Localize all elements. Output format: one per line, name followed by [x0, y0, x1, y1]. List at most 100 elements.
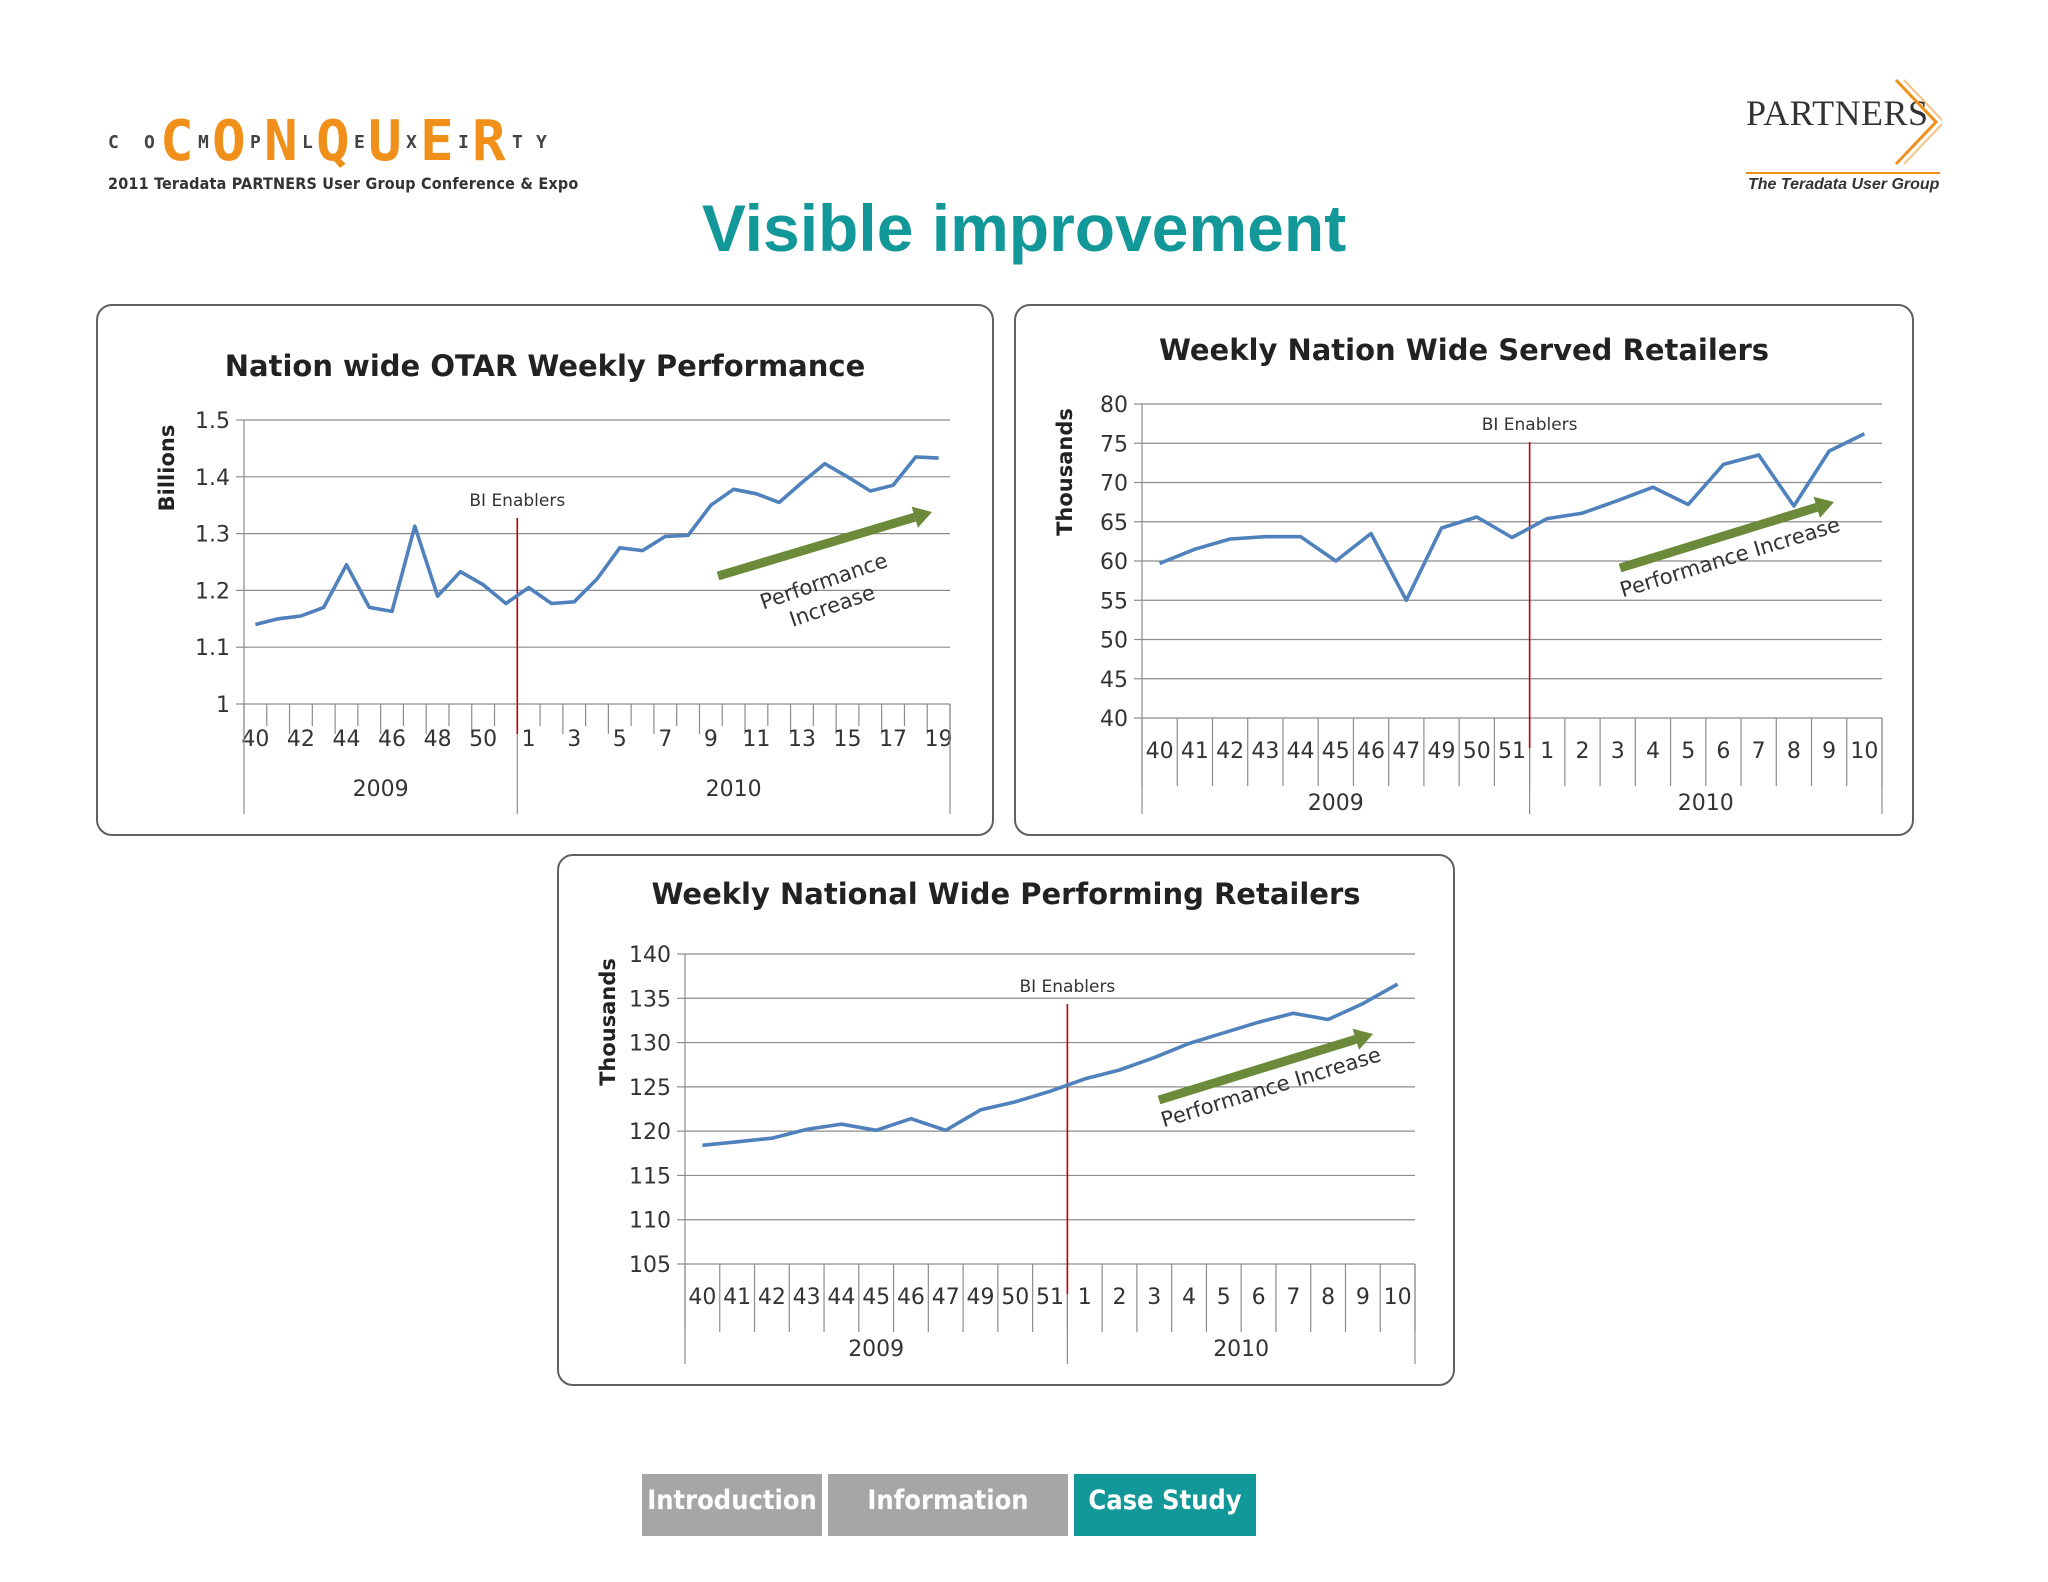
page-title: Visible improvement — [701, 191, 1347, 265]
x-tick-label: 9 — [704, 727, 718, 752]
chart-title: Nation wide OTAR Weekly Performance — [225, 349, 866, 383]
y-axis-label: Thousands — [596, 958, 620, 1086]
conquer-complexity-wordmark: C O C M O P N L Q E U X E I R T Y — [108, 112, 548, 170]
chart-panel-otar: Nation wide OTAR Weekly Performance Billi… — [96, 304, 994, 836]
logo-letter: O — [144, 132, 155, 153]
x-tick-label: 7 — [1752, 739, 1766, 764]
group-label: 2010 — [1678, 791, 1734, 816]
y-tick-label: 120 — [629, 1120, 671, 1145]
x-tick-label: 51 — [1036, 1285, 1064, 1310]
chart-title: Weekly National Wide Performing Retailer… — [651, 877, 1360, 911]
y-tick-label: 70 — [1100, 472, 1128, 497]
x-tick-label: 49 — [1428, 739, 1456, 764]
bi-enablers-label: BI Enablers — [1019, 977, 1115, 997]
performance-arrow — [1157, 1035, 1358, 1105]
arrow-head-icon — [1352, 1028, 1373, 1050]
group-label: 2010 — [1213, 1337, 1269, 1362]
x-tick-label: 47 — [1392, 739, 1420, 764]
logo-letter: I — [458, 132, 469, 153]
performance-arrow — [1618, 503, 1819, 573]
conference-logo: C O C M O P N L Q E U X E I R T Y 2011 T… — [108, 112, 578, 197]
y-tick-label: 1.1 — [195, 636, 230, 661]
x-tick-label: 44 — [1287, 739, 1315, 764]
logo-letter: Y — [536, 132, 547, 153]
logo-letter: M — [198, 132, 209, 153]
nav-information-models[interactable]: Information Models — [828, 1474, 1068, 1570]
x-tick-label: 48 — [424, 727, 452, 752]
x-tick-label: 6 — [1716, 739, 1730, 764]
x-tick-label: 10 — [1850, 739, 1878, 764]
x-tick-label: 43 — [793, 1285, 821, 1310]
x-tick-label: 13 — [788, 727, 816, 752]
performance-arrow — [716, 512, 917, 581]
y-tick-label: 110 — [629, 1209, 671, 1234]
logo-letter: C — [160, 109, 194, 174]
y-tick-label: 65 — [1100, 511, 1128, 536]
chart-svg: Weekly National Wide Performing Retailer… — [596, 877, 1416, 1364]
series-line — [254, 455, 939, 627]
x-tick-label: 42 — [758, 1285, 786, 1310]
chevron-right-icon — [1894, 78, 1942, 166]
logo-letter: N — [264, 109, 298, 174]
bi-enablers-label: BI Enablers — [1482, 415, 1578, 435]
group-label: 2009 — [353, 777, 409, 802]
chart-svg: Nation wide OTAR Weekly Performance Billi… — [155, 349, 953, 814]
group-label: 2009 — [848, 1337, 904, 1362]
y-tick-label: 50 — [1100, 629, 1128, 654]
logo-letter: T — [512, 132, 523, 153]
partners-tagline: The Teradata User Group — [1748, 176, 1940, 193]
x-tick-label: 1 — [1540, 739, 1554, 764]
x-tick-label: 5 — [1217, 1285, 1231, 1310]
chart-panel-served-retailers: Weekly Nation Wide Served Retailers Thous… — [1014, 304, 1914, 836]
x-tick-label: 47 — [932, 1285, 960, 1310]
nav-case-study[interactable]: Case Study — [1074, 1474, 1256, 1536]
x-tick-label: 15 — [834, 727, 862, 752]
y-axis-label: Billions — [155, 425, 179, 512]
x-tick-label: 9 — [1356, 1285, 1370, 1310]
x-tick-label: 44 — [332, 727, 360, 752]
x-tick-label: 40 — [241, 727, 269, 752]
arrow-head-icon — [911, 506, 932, 528]
y-tick-label: 105 — [629, 1253, 671, 1278]
x-tick-label: 3 — [1147, 1285, 1161, 1310]
x-tick-label: 45 — [1322, 739, 1350, 764]
x-tick-label: 3 — [567, 727, 581, 752]
chart-title: Weekly Nation Wide Served Retailers — [1159, 333, 1769, 367]
x-tick-label: 5 — [613, 727, 627, 752]
x-tick-label: 11 — [742, 727, 770, 752]
x-tick-label: 40 — [688, 1285, 716, 1310]
x-tick-label: 4 — [1646, 739, 1660, 764]
arrow-head-icon — [1813, 496, 1834, 518]
y-axis-label: Thousands — [1053, 408, 1077, 536]
y-tick-label: 80 — [1100, 393, 1128, 418]
x-tick-label: 43 — [1251, 739, 1279, 764]
y-tick-label: 60 — [1100, 550, 1128, 575]
x-tick-label: 50 — [1463, 739, 1491, 764]
x-tick-label: 4 — [1182, 1285, 1196, 1310]
x-tick-label: 41 — [723, 1285, 751, 1310]
x-tick-label: 50 — [469, 727, 497, 752]
section-nav: Introduction Information Models Case Stu… — [642, 1474, 1256, 1570]
x-tick-label: 46 — [897, 1285, 925, 1310]
logo-letter: E — [420, 109, 454, 174]
group-label: 2009 — [1308, 791, 1364, 816]
x-tick-label: 9 — [1822, 739, 1836, 764]
logo-letter: O — [212, 109, 246, 174]
y-tick-label: 40 — [1100, 707, 1128, 732]
x-tick-label: 51 — [1498, 739, 1526, 764]
logo-letter: R — [472, 109, 506, 174]
logo-letter: L — [302, 132, 313, 153]
chart-svg: Weekly Nation Wide Served Retailers Thous… — [1053, 333, 1883, 816]
x-tick-label: 40 — [1146, 739, 1174, 764]
y-tick-label: 135 — [629, 987, 671, 1012]
y-tick-label: 75 — [1100, 432, 1128, 457]
x-tick-label: 19 — [925, 727, 953, 752]
x-tick-label: 2 — [1575, 739, 1589, 764]
nav-introduction[interactable]: Introduction — [642, 1474, 822, 1536]
y-tick-label: 1.2 — [195, 579, 230, 604]
x-tick-label: 5 — [1681, 739, 1695, 764]
x-tick-label: 46 — [378, 727, 406, 752]
partners-logo: PARTNERS The Teradata User Group — [1742, 72, 1942, 202]
x-tick-label: 8 — [1321, 1285, 1335, 1310]
x-tick-label: 7 — [658, 727, 672, 752]
